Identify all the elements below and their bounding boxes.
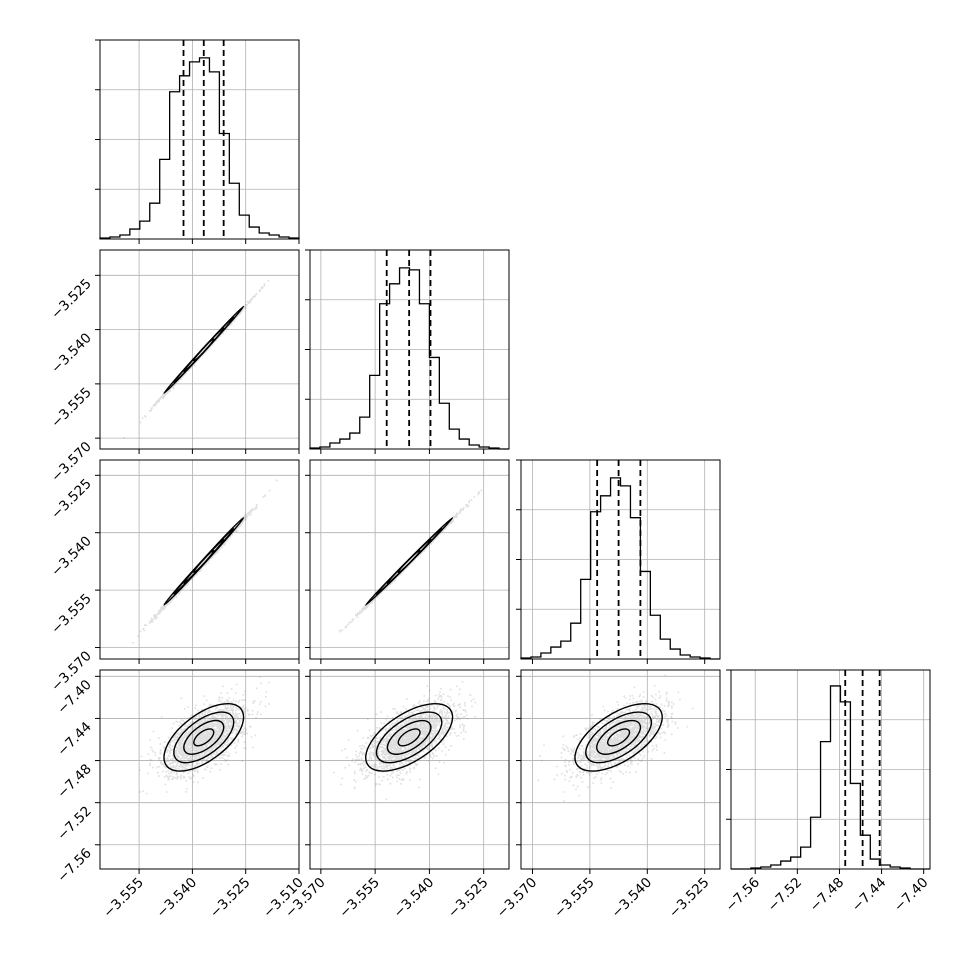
xtick-label-3-3: −7.44 bbox=[849, 875, 890, 916]
xtick-label-0-2: −3.525 bbox=[207, 875, 254, 922]
samples-2-1 bbox=[339, 489, 483, 633]
histogram-1 bbox=[309, 267, 509, 450]
frame-3-1 bbox=[309, 669, 510, 870]
hist-panel-1 bbox=[305, 249, 510, 450]
contour-3-1-1 bbox=[375, 711, 443, 764]
scatter-3-1 bbox=[333, 681, 477, 801]
scatter-3-0 bbox=[138, 676, 270, 795]
hist-frame-0 bbox=[99, 39, 300, 240]
ytick-label-1-1: −3.540 bbox=[48, 330, 95, 377]
ytick-label-3-4: −7.56 bbox=[54, 845, 95, 886]
frame-2-1 bbox=[309, 459, 510, 660]
histogram-3 bbox=[731, 685, 930, 870]
histogram-2 bbox=[520, 477, 720, 660]
scatter-1-0 bbox=[123, 280, 270, 439]
xtick-label-2-0: −3.570 bbox=[494, 875, 541, 922]
hist-frame-1 bbox=[309, 249, 510, 450]
xtick-label-2-2: −3.540 bbox=[608, 875, 655, 922]
contour-3-0-0 bbox=[163, 702, 245, 772]
xtick-label-3-4: −7.40 bbox=[891, 875, 932, 916]
contour-3-0-3 bbox=[193, 728, 215, 747]
xtick-label-0-1: −3.540 bbox=[154, 875, 201, 922]
samples-2-0 bbox=[131, 479, 278, 644]
contour-3-0-1 bbox=[173, 711, 235, 764]
xtick-label-1-3: −3.525 bbox=[445, 875, 492, 922]
ytick-label-1-3: −3.570 bbox=[48, 439, 95, 486]
samples-3-0 bbox=[138, 676, 270, 795]
panel-3-2 bbox=[516, 669, 721, 874]
contour-3-1-3 bbox=[397, 728, 421, 747]
ytick-label-2-2: −3.555 bbox=[48, 591, 95, 638]
frame-3-2 bbox=[520, 669, 721, 870]
panel-1-0 bbox=[95, 249, 300, 454]
histogram-0 bbox=[99, 57, 300, 239]
ytick-label-2-1: −3.540 bbox=[48, 533, 95, 580]
contour-3-2-3 bbox=[606, 728, 631, 747]
scatter-3-2 bbox=[537, 674, 694, 802]
contour-2-1-3 bbox=[397, 549, 421, 574]
contour-3-0-2 bbox=[183, 719, 225, 755]
contour-3-1-0 bbox=[365, 702, 454, 772]
contour-3-2-0 bbox=[574, 702, 663, 772]
hist-frame-3 bbox=[730, 669, 931, 870]
hist-panel-3 bbox=[726, 669, 931, 870]
contour-3-2-2 bbox=[596, 719, 642, 755]
xtick-label-3-1: −7.52 bbox=[765, 875, 806, 916]
frame-1-0 bbox=[99, 249, 300, 450]
panel-2-1 bbox=[305, 459, 510, 664]
contour-3-1-2 bbox=[386, 719, 432, 755]
xtick-label-0-0: −3.555 bbox=[100, 875, 147, 922]
contour-2-0-3 bbox=[193, 549, 215, 574]
ytick-label-1-2: −3.555 bbox=[48, 384, 95, 431]
panel-3-1 bbox=[305, 669, 510, 874]
samples-3-1 bbox=[333, 681, 477, 801]
frame-2-0 bbox=[99, 459, 300, 660]
hist-panel-2 bbox=[516, 459, 721, 660]
frame-3-0 bbox=[99, 669, 300, 870]
xtick-label-3-0: −7.56 bbox=[722, 875, 763, 916]
hist-panel-0 bbox=[95, 39, 300, 240]
samples-3-2 bbox=[537, 674, 694, 802]
xtick-label-3-2: −7.48 bbox=[807, 875, 848, 916]
panel-2-0 bbox=[95, 459, 300, 664]
ytick-label-3-1: −7.44 bbox=[54, 719, 95, 760]
ytick-label-3-2: −7.48 bbox=[54, 761, 95, 802]
scatter-2-1 bbox=[339, 489, 483, 633]
scatter-2-0 bbox=[131, 479, 278, 644]
xtick-label-1-2: −3.540 bbox=[391, 875, 438, 922]
xtick-label-1-1: −3.555 bbox=[336, 875, 383, 922]
ytick-label-2-0: −3.525 bbox=[48, 476, 95, 523]
hist-frame-2 bbox=[520, 459, 721, 660]
xtick-label-2-3: −3.525 bbox=[666, 875, 713, 922]
contour-1-0-3 bbox=[193, 338, 215, 362]
ytick-label-3-3: −7.52 bbox=[54, 803, 95, 844]
xtick-label-2-1: −3.555 bbox=[551, 875, 598, 922]
contour-3-2-1 bbox=[585, 711, 653, 764]
panel-3-0 bbox=[95, 669, 300, 874]
ytick-label-1-0: −3.525 bbox=[48, 276, 95, 323]
